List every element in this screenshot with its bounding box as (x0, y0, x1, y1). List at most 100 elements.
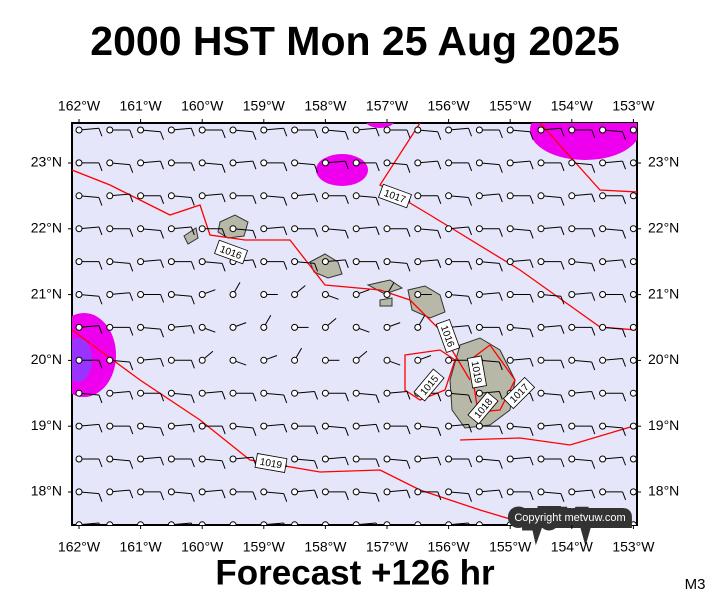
barb-flag (98, 128, 103, 137)
longitude-label: 160°W (181, 539, 224, 555)
station (137, 126, 145, 134)
barb-flag (252, 491, 257, 501)
station (198, 455, 206, 463)
station (321, 521, 329, 525)
barb-flag (468, 493, 472, 502)
station (537, 521, 545, 525)
latitude-label: 21°N (648, 285, 679, 301)
station (229, 159, 237, 167)
station (352, 455, 360, 463)
station (260, 422, 268, 430)
station (291, 126, 299, 134)
station (229, 422, 237, 430)
station (475, 258, 483, 266)
station (352, 192, 360, 200)
station (568, 159, 576, 167)
barb-flag (283, 226, 288, 236)
station (229, 192, 237, 200)
station (506, 126, 514, 134)
isobar-label-box (467, 391, 499, 425)
barb-flag (344, 131, 349, 140)
barb-flag (406, 489, 411, 499)
barb-flag (283, 197, 288, 206)
barb-flag (129, 263, 134, 272)
barb-flag (344, 195, 349, 204)
barb-flag (252, 195, 257, 204)
station (137, 192, 145, 200)
barb-flag (468, 261, 473, 270)
barb-flag (190, 226, 195, 236)
station (352, 323, 360, 331)
station (537, 291, 545, 298)
station (445, 126, 453, 134)
barb-flag (591, 193, 596, 203)
station (537, 126, 545, 134)
longitude-label: 159°W (243, 539, 286, 555)
barb-flag (560, 522, 563, 525)
station (445, 455, 453, 463)
station (383, 323, 391, 331)
station (137, 159, 145, 167)
station (506, 258, 514, 266)
barb-flag (560, 128, 565, 137)
barb-flag (252, 259, 257, 269)
barb-flag (129, 391, 134, 400)
station (291, 192, 299, 200)
station (291, 389, 299, 397)
station (229, 521, 237, 525)
barb-flag (437, 230, 442, 239)
station (198, 159, 206, 167)
barb-flag (314, 489, 318, 499)
station (167, 192, 175, 200)
station (383, 455, 391, 463)
station (321, 258, 329, 266)
station (291, 225, 299, 233)
barb-flag (622, 195, 627, 204)
station (260, 521, 268, 525)
barb-flag (498, 425, 503, 435)
barb-flag (98, 493, 103, 502)
station (568, 225, 576, 233)
barb-flag (129, 193, 134, 203)
station (198, 291, 206, 298)
station (506, 488, 514, 496)
station (599, 356, 607, 364)
barb-flag (375, 424, 380, 433)
station (629, 225, 637, 233)
barb-flag (344, 427, 349, 437)
isobar-label: 1019 (254, 453, 288, 473)
barb-flag (221, 164, 226, 173)
barb-flag (560, 360, 565, 369)
barb-flag (344, 230, 349, 239)
barb-flag (98, 394, 103, 404)
barb-flag (129, 361, 134, 371)
station (198, 521, 206, 525)
barb-flag (468, 197, 472, 206)
barb-flag (98, 261, 103, 270)
station (106, 323, 114, 331)
station (106, 455, 114, 463)
latitude-label: 18°N (31, 483, 62, 499)
longitude-label: 156°W (428, 539, 471, 555)
barb-flag (375, 261, 380, 270)
station (383, 356, 391, 364)
barb-flag (560, 226, 565, 236)
station (475, 389, 483, 397)
isobar-label-box (377, 183, 413, 209)
station (568, 488, 576, 496)
barb-flag (221, 460, 226, 469)
barb-flag (529, 259, 534, 269)
station (475, 455, 483, 463)
station (383, 159, 391, 167)
barb-flag (129, 425, 134, 435)
barb-flag (283, 493, 288, 502)
barb-flag (529, 393, 534, 402)
station (414, 225, 422, 233)
barb-flag (252, 393, 257, 402)
station (291, 488, 299, 496)
station (75, 422, 83, 430)
station (167, 291, 175, 298)
station (260, 126, 268, 134)
station (229, 488, 237, 496)
station (291, 258, 299, 266)
